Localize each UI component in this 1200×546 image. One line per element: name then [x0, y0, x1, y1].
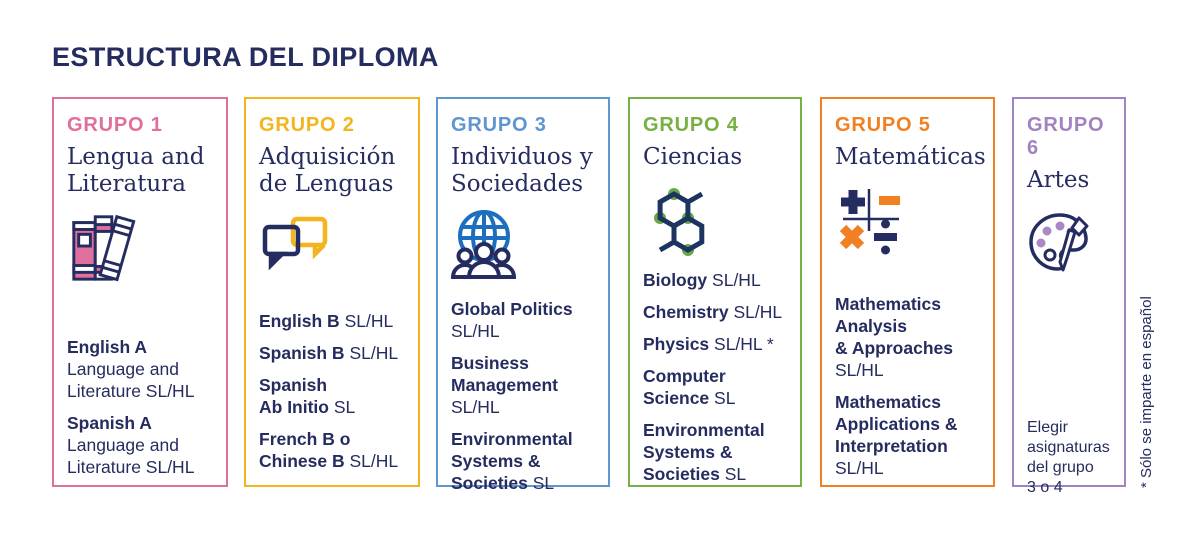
course-list: English B SL/HL Spanish B SL/HL Spanish Ab …: [259, 310, 406, 472]
course-item: French B o Chinese B SL/HL: [259, 428, 406, 472]
group-subtitle: Artes: [1027, 167, 1090, 193]
course-line: asignaturas: [1027, 439, 1110, 456]
course-line: Management: [451, 375, 558, 395]
course-line: Spanish: [259, 375, 328, 395]
course-line: Ab Initio SL: [259, 397, 356, 417]
math-symbols-icon: [839, 189, 900, 255]
course-line: Analysis: [835, 316, 907, 336]
course-line: Science SL: [643, 388, 736, 408]
course-line: Spanish B SL/HL: [259, 343, 399, 363]
course-item: Mathematics Applications & Interpretation S…: [835, 391, 981, 479]
course-line: Biology SL/HL: [643, 270, 761, 290]
course-line: Chinese B SL/HL: [259, 451, 399, 471]
group-label: GRUPO 4: [643, 114, 739, 136]
course-item: Global Politics SL/HL: [451, 298, 596, 342]
molecule-icon: [654, 188, 705, 256]
group-card-6: GRUPO 6 Artes Elegir asignaturas del grupo…: [1012, 97, 1126, 496]
course-line: Business: [451, 353, 529, 373]
course-line: Language and: [67, 435, 179, 455]
group-card-5: GRUPO 5 Matemáticas Mathematics Analysis &…: [820, 97, 995, 487]
group-card-4: GRUPO 4 Ciencias Biology SL/HL Chemistry …: [628, 97, 802, 487]
course-list: Biology SL/HL Chemistry SL/HL Physics SL/H…: [643, 269, 788, 485]
course-item: Spanish Ab Initio SL: [259, 374, 406, 418]
course-line: SL/HL: [451, 397, 500, 417]
group-subtitle: Adquisición de Lenguas: [259, 144, 396, 197]
group-card-2: GRUPO 2 Adquisición de Lenguas English B…: [244, 97, 420, 487]
course-list: Elegir asignaturas del grupo 3 o 4: [1027, 418, 1112, 498]
course-line: Mathematics: [835, 294, 942, 314]
course-line: Societies SL: [451, 473, 555, 493]
course-line: Elegir: [1027, 419, 1068, 436]
course-item: Spanish A Language and Literature SL/HL: [67, 412, 214, 478]
course-item: English A Language and Literature SL/HL: [67, 336, 214, 402]
course-line: SL/HL: [835, 360, 884, 380]
footnote-vertical: * Sólo se imparte en español: [1138, 296, 1155, 488]
course-line: SL/HL: [835, 458, 884, 478]
course-list: English A Language and Literature SL/HL Spa…: [67, 336, 214, 478]
group-label: GRUPO 6: [1027, 114, 1105, 159]
group-card-3: GRUPO 3 Individuos y Sociedades Global P…: [436, 97, 610, 493]
course-item: Physics SL/HL *: [643, 333, 788, 355]
course-item: Computer Science SL: [643, 365, 788, 409]
course-line: Literature SL/HL: [67, 457, 195, 477]
course-item: Chemistry SL/HL: [643, 301, 788, 323]
course-line: Applications &: [835, 414, 958, 434]
course-line: Societies SL: [643, 464, 747, 484]
course-item: Biology SL/HL: [643, 269, 788, 291]
course-item: Environmental Systems & Societies SL: [451, 428, 596, 494]
course-line: Language and: [67, 359, 179, 379]
course-line: & Approaches: [835, 338, 953, 358]
course-item: Business Management SL/HL: [451, 352, 596, 418]
books-icon: [72, 214, 136, 282]
course-line: Systems &: [451, 451, 541, 471]
course-item: Mathematics Analysis & Approaches SL/HL: [835, 293, 981, 381]
page-title: ESTRUCTURA DEL DIPLOMA: [52, 42, 439, 72]
course-list: Mathematics Analysis & Approaches SL/HL Math…: [835, 293, 981, 479]
course-line: SL/HL: [451, 321, 500, 341]
course-line: Environmental: [643, 420, 765, 440]
course-line: Interpretation: [835, 436, 948, 456]
course-list: Global Politics SL/HL Business Management SL…: [451, 298, 596, 494]
group-label: GRUPO 1: [67, 114, 163, 136]
group-subtitle: Lengua and Literatura: [67, 144, 205, 197]
course-item: English B SL/HL: [259, 310, 406, 332]
course-line: Systems &: [643, 442, 733, 462]
group-subtitle: Individuos y Sociedades: [451, 144, 593, 197]
course-line: Chemistry SL/HL: [643, 302, 783, 322]
course-item: Spanish B SL/HL: [259, 342, 406, 364]
course-line: Environmental: [451, 429, 573, 449]
course-line: Computer: [643, 366, 726, 386]
group-label: GRUPO 5: [835, 114, 931, 136]
group-label: GRUPO 3: [451, 114, 547, 136]
course-line: Spanish A: [67, 413, 152, 433]
globe-people-icon: [451, 210, 517, 279]
course-line: 3 o 4: [1027, 479, 1063, 496]
course-line: French B o: [259, 429, 351, 449]
speech-bubbles-icon: [262, 216, 328, 271]
group-subtitle: Ciencias: [643, 144, 743, 170]
course-line: Literature SL/HL: [67, 381, 195, 401]
palette-icon: [1029, 213, 1089, 272]
group-label: GRUPO 2: [259, 114, 355, 136]
course-line: Mathematics: [835, 392, 942, 412]
course-line: English A: [67, 337, 148, 357]
course-line: Physics SL/HL *: [643, 334, 774, 354]
course-item: Elegir asignaturas del grupo 3 o 4: [1027, 418, 1112, 498]
group-subtitle: Matemáticas: [835, 144, 986, 170]
course-line: English B SL/HL: [259, 311, 394, 331]
course-line: Global Politics: [451, 299, 573, 319]
course-item: Environmental Systems & Societies SL: [643, 419, 788, 485]
course-line: del grupo: [1027, 459, 1094, 476]
